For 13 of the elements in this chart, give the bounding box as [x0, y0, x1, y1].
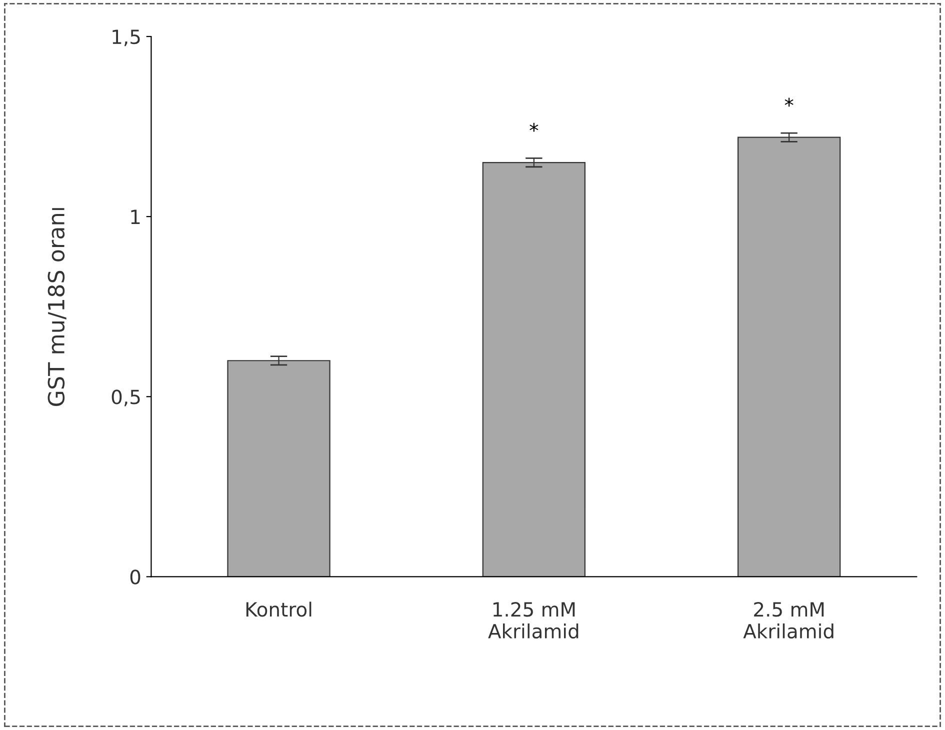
annotation: * — [784, 98, 794, 107]
x-tick-label: 1.25 mM Akrilamid — [488, 602, 578, 639]
y-tick-label: 0 — [130, 570, 140, 584]
x-tick-label: Kontrol — [246, 602, 312, 617]
y-axis-title: GST mu/18S oranı — [48, 208, 66, 406]
y-tick-label: 0,5 — [112, 390, 140, 406]
annotation: * — [530, 122, 538, 132]
y-tick-label: 1 — [131, 210, 140, 224]
x-tick-label: 2.5 mM Akrilamid — [743, 602, 834, 639]
bar — [737, 136, 841, 577]
bar — [482, 162, 586, 577]
y-tick-label: 1,5 — [112, 30, 140, 46]
bar — [227, 360, 330, 577]
